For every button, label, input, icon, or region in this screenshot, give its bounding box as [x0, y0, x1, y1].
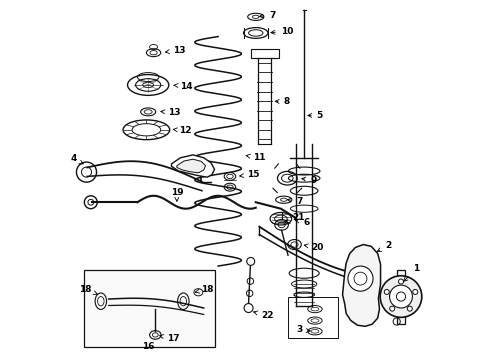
Circle shape [348, 266, 373, 291]
Text: 21: 21 [285, 213, 305, 223]
Text: 4: 4 [70, 154, 83, 164]
Text: 14: 14 [174, 82, 193, 91]
Text: 16: 16 [142, 342, 154, 351]
Text: 22: 22 [254, 311, 273, 320]
Circle shape [390, 306, 394, 311]
Text: 15: 15 [240, 170, 259, 179]
Text: 10: 10 [271, 27, 293, 36]
Text: 8: 8 [275, 97, 290, 106]
Polygon shape [343, 244, 381, 326]
Text: 7: 7 [259, 10, 276, 19]
Bar [84, 270, 215, 347]
Bar [288, 297, 338, 338]
Circle shape [384, 289, 389, 294]
Text: 5: 5 [308, 111, 323, 120]
Circle shape [380, 276, 422, 318]
Text: 11: 11 [246, 153, 266, 162]
Text: 20: 20 [304, 243, 324, 252]
Text: 13: 13 [161, 108, 180, 117]
Text: 13: 13 [166, 46, 185, 55]
Circle shape [407, 306, 412, 311]
Text: 9: 9 [302, 176, 317, 185]
Text: 7: 7 [288, 197, 302, 206]
Bar [397, 270, 405, 324]
Polygon shape [172, 155, 215, 177]
Text: 18: 18 [79, 285, 98, 294]
Text: 1: 1 [404, 265, 419, 282]
Text: 18: 18 [196, 285, 214, 294]
Text: 17: 17 [160, 334, 179, 343]
Text: 6: 6 [295, 218, 309, 227]
Text: 3: 3 [296, 325, 310, 334]
Circle shape [398, 279, 403, 284]
Text: 12: 12 [173, 126, 192, 135]
Bar [250, 49, 279, 58]
Text: 19: 19 [171, 188, 183, 201]
Text: 2: 2 [377, 241, 391, 252]
Polygon shape [177, 159, 205, 173]
Circle shape [413, 289, 418, 294]
Circle shape [390, 285, 413, 308]
